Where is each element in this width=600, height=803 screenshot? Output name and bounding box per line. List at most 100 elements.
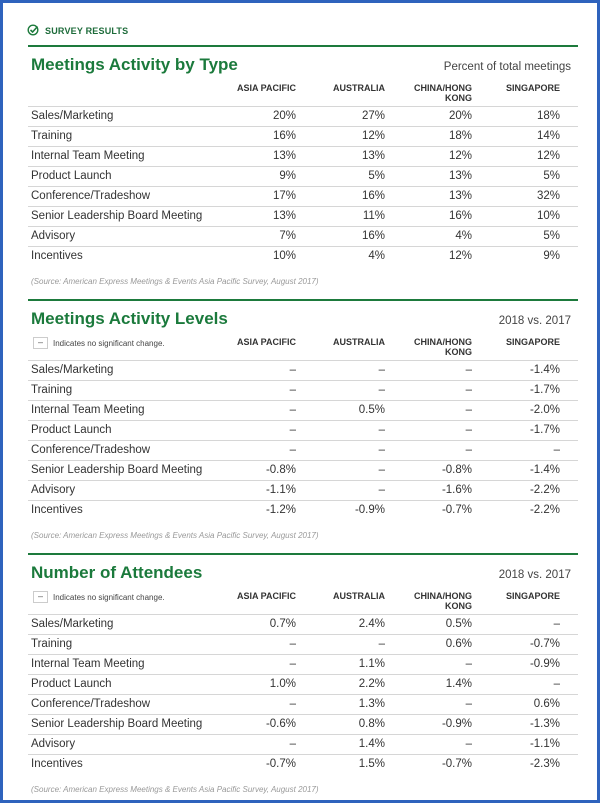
header-label: SURVEY RESULTS [45, 26, 129, 36]
cell-value: 13% [272, 150, 296, 162]
legend-icon: – [33, 337, 48, 349]
cell-value: 12% [448, 250, 472, 262]
cell-value: 0.6% [445, 638, 472, 650]
row-label: Product Launch [31, 424, 112, 436]
cell-value: 5% [543, 230, 560, 242]
cell-value: – [465, 404, 472, 416]
check-icon [27, 24, 39, 36]
row-label: Internal Team Meeting [31, 404, 145, 416]
cell-value: – [289, 404, 296, 416]
cell-value: -1.4% [529, 464, 560, 476]
cell-value: 1.3% [358, 698, 385, 710]
cell-value: -0.8% [441, 464, 472, 476]
column-header: ASIA PACIFIC [236, 337, 296, 347]
section-note: 2018 vs. 2017 [498, 569, 571, 581]
table-row: Advisory 7% 16% 4% 5% [28, 226, 578, 247]
cell-value: -0.9% [441, 718, 472, 730]
table-row: Product Launch 1.0% 2.2% 1.4% – [28, 674, 578, 695]
divider [28, 553, 578, 555]
table-row: Incentives -0.7% 1.5% -0.7% -2.3% [28, 754, 578, 775]
cell-value: 5% [368, 170, 385, 182]
legend-text: Indicates no significant change. [53, 593, 165, 602]
cell-value: -1.2% [265, 504, 296, 516]
cell-value: – [289, 424, 296, 436]
section-note: Percent of total meetings [443, 61, 571, 73]
table-row: Conference/Tradeshow 17% 16% 13% 32% [28, 186, 578, 207]
row-label: Incentives [31, 250, 83, 262]
cell-value: -2.2% [529, 504, 560, 516]
cell-value: 7% [279, 230, 296, 242]
column-header: ASIA PACIFIC [236, 83, 296, 93]
table-row: Advisory – 1.4% – -1.1% [28, 734, 578, 755]
legend-icon: – [33, 591, 48, 603]
table-row: Conference/Tradeshow – – – – [28, 440, 578, 461]
section-note: 2018 vs. 2017 [498, 315, 571, 327]
cell-value: – [378, 364, 385, 376]
column-header: CHINA/HONG KONG [414, 591, 472, 611]
table-row: Senior Leadership Board Meeting -0.6% 0.8%… [28, 714, 578, 735]
cell-value: -0.7% [265, 758, 296, 770]
column-header: AUSTRALIA [333, 337, 385, 347]
row-label: Training [31, 384, 73, 396]
cell-value: – [465, 444, 472, 456]
table-row: Incentives 10% 4% 12% 9% [28, 246, 578, 267]
cell-value: -1.3% [529, 718, 560, 730]
cell-value: 12% [361, 130, 385, 142]
table-row: Sales/Marketing 20% 27% 20% 18% [28, 106, 578, 127]
cell-value: -1.1% [529, 738, 560, 750]
row-label: Sales/Marketing [31, 364, 114, 376]
table-row: Sales/Marketing – – – -1.4% [28, 360, 578, 381]
cell-value: – [289, 384, 296, 396]
cell-value: -0.7% [441, 758, 472, 770]
cell-value: -1.7% [529, 384, 560, 396]
column-header: SINGAPORE [505, 83, 560, 93]
cell-value: 16% [361, 230, 385, 242]
table-row: Product Launch 9% 5% 13% 5% [28, 166, 578, 187]
cell-value: 16% [361, 190, 385, 202]
cell-value: 13% [272, 210, 296, 222]
cell-value: – [465, 364, 472, 376]
cell-value: – [465, 698, 472, 710]
cell-value: 1.0% [269, 678, 296, 690]
column-header: SINGAPORE [505, 337, 560, 347]
row-label: Training [31, 130, 73, 142]
table-row: Senior Leadership Board Meeting 13% 11% 16%… [28, 206, 578, 227]
table-row: Advisory -1.1% – -1.6% -2.2% [28, 480, 578, 501]
cell-value: – [289, 638, 296, 650]
cell-value: 5% [543, 170, 560, 182]
cell-value: 0.5% [358, 404, 385, 416]
row-label: Sales/Marketing [31, 618, 114, 630]
legend-text: Indicates no significant change. [53, 339, 165, 348]
section-title: Number of Attendees [31, 563, 203, 582]
cell-value: – [465, 738, 472, 750]
section-title: Meetings Activity by Type [31, 55, 238, 74]
table-row: Training 16% 12% 18% 14% [28, 126, 578, 147]
cell-value: 16% [448, 210, 472, 222]
cell-value: 20% [272, 110, 296, 122]
cell-value: 2.2% [358, 678, 385, 690]
cell-value: -0.9% [529, 658, 560, 670]
cell-value: 12% [448, 150, 472, 162]
column-header: SINGAPORE [505, 591, 560, 601]
table-row: Senior Leadership Board Meeting -0.8% – -0.… [28, 460, 578, 481]
cell-value: 1.5% [358, 758, 385, 770]
cell-value: – [553, 618, 560, 630]
row-label: Product Launch [31, 678, 112, 690]
cell-value: 27% [361, 110, 385, 122]
cell-value: -0.9% [354, 504, 385, 516]
cell-value: 4% [368, 250, 385, 262]
cell-value: 16% [272, 130, 296, 142]
cell-value: -2.3% [529, 758, 560, 770]
source-note: (Source: American Express Meetings & Eve… [31, 785, 319, 794]
cell-value: -1.7% [529, 424, 560, 436]
row-label: Incentives [31, 504, 83, 516]
table-row: Internal Team Meeting – 1.1% – -0.9% [28, 654, 578, 675]
cell-value: 17% [272, 190, 296, 202]
cell-value: 10% [536, 210, 560, 222]
row-label: Advisory [31, 484, 76, 496]
table-row: Training – – 0.6% -0.7% [28, 634, 578, 655]
cell-value: 14% [536, 130, 560, 142]
cell-value: -0.6% [265, 718, 296, 730]
cell-value: 0.6% [533, 698, 560, 710]
cell-value: – [289, 444, 296, 456]
